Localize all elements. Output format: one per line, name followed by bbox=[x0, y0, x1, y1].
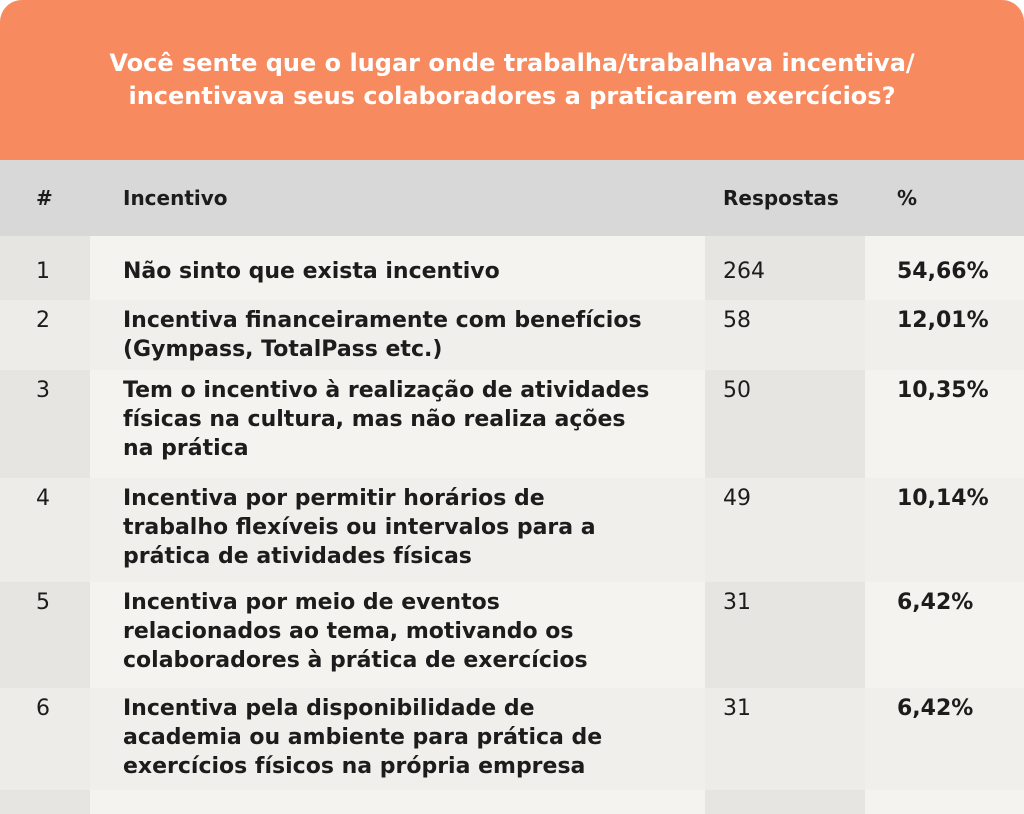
table-cell: 10,14% bbox=[865, 478, 1024, 582]
table-cell: Incentiva financeiramente com benefícios… bbox=[90, 300, 705, 370]
table-cell: 10,35% bbox=[865, 370, 1024, 478]
column-header: Incentivo bbox=[90, 160, 705, 236]
table-cell: 31 bbox=[705, 688, 865, 790]
text-line: físicas na cultura, mas não realiza açõe… bbox=[123, 407, 626, 432]
title-line: Você sente que o lugar onde trabalha/tra… bbox=[109, 49, 915, 77]
text-line: prática de atividades físicas bbox=[123, 544, 472, 569]
table-cell: 4 bbox=[0, 478, 90, 582]
text-line: na prática bbox=[123, 436, 249, 461]
table-cell: Não sinto que exista incentivo bbox=[90, 236, 705, 300]
table-cell: 6,42% bbox=[865, 688, 1024, 790]
table-cell: 12,01% bbox=[865, 300, 1024, 370]
table-cell: 50 bbox=[705, 370, 865, 478]
table-cell: 31 bbox=[705, 582, 865, 688]
text-line: academia ou ambiente para prática de bbox=[123, 725, 603, 750]
table-cell: 6,42% bbox=[865, 582, 1024, 688]
text-line: Tem o incentivo à realização de atividad… bbox=[123, 378, 650, 403]
table-cell bbox=[0, 790, 90, 814]
table-cell: 5 bbox=[0, 582, 90, 688]
title-line: incentivava seus colaboradores a pratica… bbox=[128, 82, 896, 110]
text-line: Incentiva pela disponibilidade de bbox=[123, 696, 535, 721]
table-cell: 54,66% bbox=[865, 236, 1024, 300]
table-cell bbox=[90, 790, 705, 814]
text-line: relacionados ao tema, motivando os bbox=[123, 619, 574, 644]
text-line: Incentiva financeiramente com benefícios bbox=[123, 308, 642, 333]
table-cell: 264 bbox=[705, 236, 865, 300]
header: Você sente que o lugar onde trabalha/tra… bbox=[0, 0, 1024, 160]
text-line: Não sinto que exista incentivo bbox=[123, 259, 500, 284]
table-cell: 2 bbox=[0, 300, 90, 370]
table-cell: Incentiva pela disponibilidade de academi… bbox=[90, 688, 705, 790]
text-line: (Gympass, TotalPass etc.) bbox=[123, 337, 443, 362]
text-line: colaboradores à prática de exercícios bbox=[123, 648, 588, 673]
table-cell: 1 bbox=[0, 236, 90, 300]
table-cell: Incentiva por permitir horários de trabal… bbox=[90, 478, 705, 582]
table-cell bbox=[705, 790, 865, 814]
table-cell: Incentiva por meio de eventos relacionado… bbox=[90, 582, 705, 688]
text-line: trabalho flexíveis ou intervalos para a bbox=[123, 515, 596, 540]
table-cell: Tem o incentivo à realização de atividad… bbox=[90, 370, 705, 478]
table-cell: 6 bbox=[0, 688, 90, 790]
column-header: % bbox=[865, 160, 1024, 236]
column-header: # bbox=[0, 160, 90, 236]
table-cell: 3 bbox=[0, 370, 90, 478]
column-header: Respostas bbox=[705, 160, 865, 236]
table-cell bbox=[865, 790, 1024, 814]
table-cell: 49 bbox=[705, 478, 865, 582]
text-line: Incentiva por permitir horários de bbox=[123, 486, 545, 511]
text-line: Incentiva por meio de eventos bbox=[123, 590, 500, 615]
text-line: exercícios físicos na própria empresa bbox=[123, 754, 586, 779]
table-cell: 58 bbox=[705, 300, 865, 370]
